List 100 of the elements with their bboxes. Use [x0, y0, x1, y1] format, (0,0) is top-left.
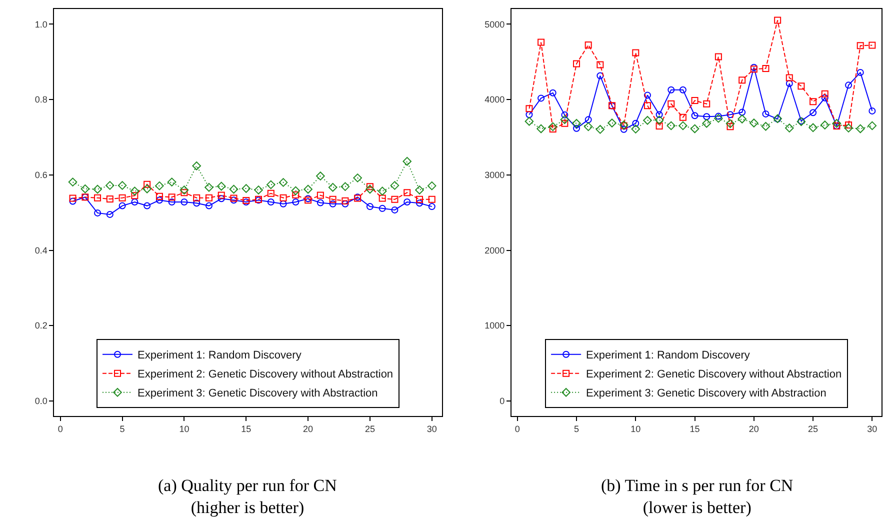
point [156, 196, 163, 204]
point [280, 200, 287, 208]
x-tick-label: 10 [630, 424, 641, 434]
point [654, 116, 664, 124]
point [291, 186, 300, 196]
point [167, 178, 176, 186]
point [204, 182, 214, 192]
point [353, 174, 362, 182]
point [656, 122, 663, 130]
point [280, 194, 287, 202]
point [131, 198, 138, 206]
point [714, 114, 723, 123]
point [774, 16, 782, 24]
point [785, 124, 794, 132]
point [156, 192, 163, 200]
point [845, 122, 852, 129]
text: (a) Quality per run for CN (higher is better) [158, 476, 337, 518]
point [118, 181, 127, 190]
point [538, 38, 545, 46]
point [94, 209, 102, 216]
y-tick-label: 0.0 [34, 396, 48, 406]
point [678, 121, 688, 130]
point [328, 182, 338, 192]
point [786, 74, 793, 82]
point [584, 42, 592, 49]
point [690, 124, 700, 134]
point [703, 113, 710, 120]
point [216, 182, 226, 191]
x-tick-label: 5 [574, 424, 580, 434]
x-tick-label: 25 [808, 424, 818, 434]
point [549, 126, 556, 133]
point [573, 60, 580, 68]
point [266, 180, 276, 190]
point [254, 186, 263, 194]
point [738, 114, 746, 124]
point [526, 105, 533, 112]
point [118, 202, 126, 210]
x-tick-label: 30 [426, 424, 437, 434]
point [810, 109, 817, 116]
point [821, 94, 828, 102]
point [596, 61, 604, 68]
point [218, 192, 225, 199]
point [106, 210, 114, 218]
point [726, 119, 735, 128]
point [378, 194, 386, 202]
y-tick-label: 3000 [484, 170, 505, 180]
point [193, 200, 200, 207]
point [205, 202, 212, 210]
point [192, 161, 202, 170]
point [573, 124, 580, 132]
point [726, 123, 734, 130]
x-tick-label: 0 [58, 424, 63, 434]
point [168, 194, 176, 201]
x-tick-label: 15 [241, 424, 252, 434]
point [856, 42, 864, 50]
point [80, 184, 90, 194]
x-tick-label: 0 [514, 424, 520, 434]
point [798, 82, 805, 90]
point [229, 184, 238, 194]
point [390, 181, 400, 190]
point [714, 112, 722, 120]
point [538, 94, 545, 102]
point [679, 86, 686, 94]
legend-label: Experiment 1: Random Discovery [586, 350, 750, 362]
point [656, 111, 663, 118]
point [631, 124, 640, 134]
point [572, 118, 581, 128]
point [596, 125, 605, 134]
point [292, 198, 300, 206]
point [378, 204, 386, 212]
point [856, 124, 865, 134]
point [726, 111, 734, 118]
x-tick-label: 25 [364, 424, 375, 434]
point [596, 72, 604, 80]
point [402, 156, 412, 166]
point [679, 114, 686, 121]
point [524, 116, 534, 126]
point [668, 100, 675, 108]
point [632, 120, 640, 127]
point [810, 98, 817, 106]
y-tick-label: 1000 [484, 320, 505, 331]
point [738, 76, 746, 84]
point [93, 184, 102, 194]
point [666, 121, 676, 130]
point [702, 118, 712, 128]
point [316, 192, 324, 199]
point [416, 196, 424, 203]
point [193, 194, 200, 202]
text: (b) Time in s per run for CN (lower is better) [601, 476, 794, 518]
point [106, 196, 114, 203]
point [416, 200, 424, 207]
point [404, 189, 411, 196]
point [180, 186, 189, 194]
point [342, 197, 349, 204]
point [340, 182, 350, 191]
point [180, 189, 188, 196]
point [118, 194, 126, 202]
point [278, 178, 288, 187]
point [142, 184, 152, 194]
point [131, 192, 138, 200]
